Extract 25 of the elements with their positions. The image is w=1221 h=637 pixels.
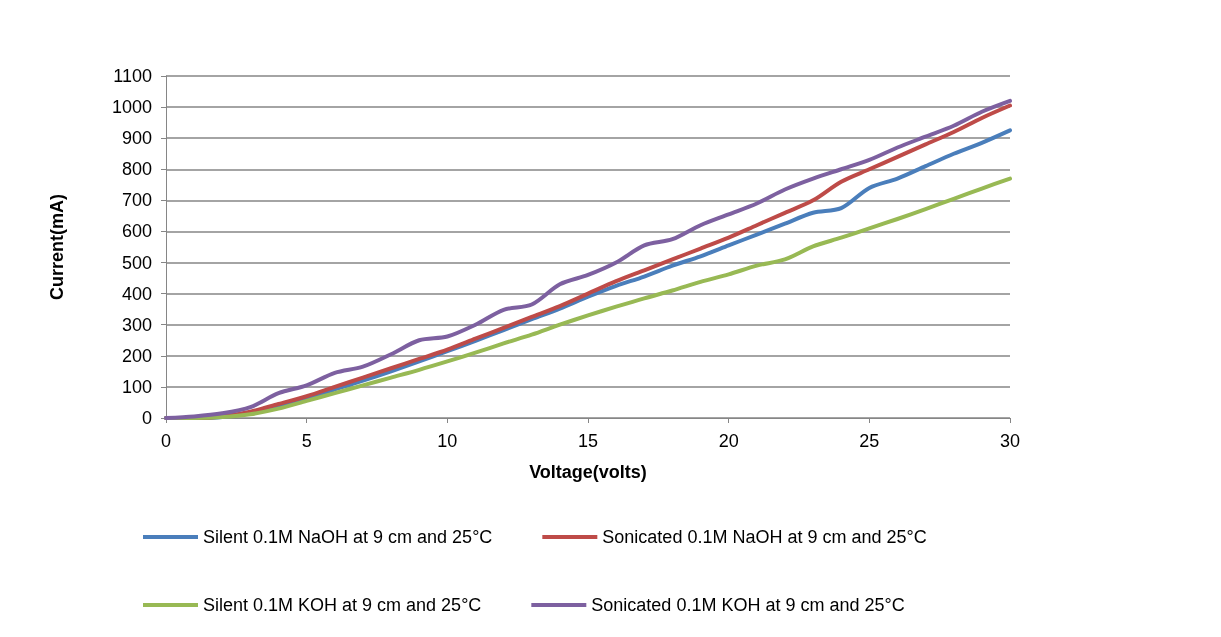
y-tick-label: 700 [121,190,152,211]
y-tick-label: 100 [121,376,152,397]
y-tick-label: 0 [141,408,152,428]
legend-label: Silent 0.1M KOH at 9 cm and 25°C [203,595,482,615]
y-tick-label: 200 [121,345,152,366]
x-tick-label: 20 [718,431,739,451]
legend-label: Sonicated 0.1M KOH at 9 cm and 25°C [591,595,905,615]
x-tick-label: 30 [999,431,1021,451]
y-tick-label: 1000 [111,97,152,118]
x-tick-label: 10 [437,431,458,451]
y-tick-label: 600 [121,221,152,242]
y-tick-label: 900 [121,128,152,149]
x-tick-label: 5 [301,431,312,451]
legend-label: Silent 0.1M NaOH at 9 cm and 25°C [203,527,493,547]
y-tick-label: 300 [121,314,152,335]
legend-label: Sonicated 0.1M NaOH at 9 cm and 25°C [602,527,927,547]
x-tick-label: 25 [859,431,880,451]
y-tick-label: 800 [121,159,152,180]
x-tick-label: 0 [160,431,172,451]
x-axis-title: Voltage(volts) [529,462,647,482]
y-tick-label: 1100 [113,66,152,86]
y-tick-label: 500 [121,252,152,273]
y-axis-title: Current(mA) [47,194,67,300]
y-tick-label: 400 [121,283,152,304]
x-tick-label: 15 [577,431,599,451]
